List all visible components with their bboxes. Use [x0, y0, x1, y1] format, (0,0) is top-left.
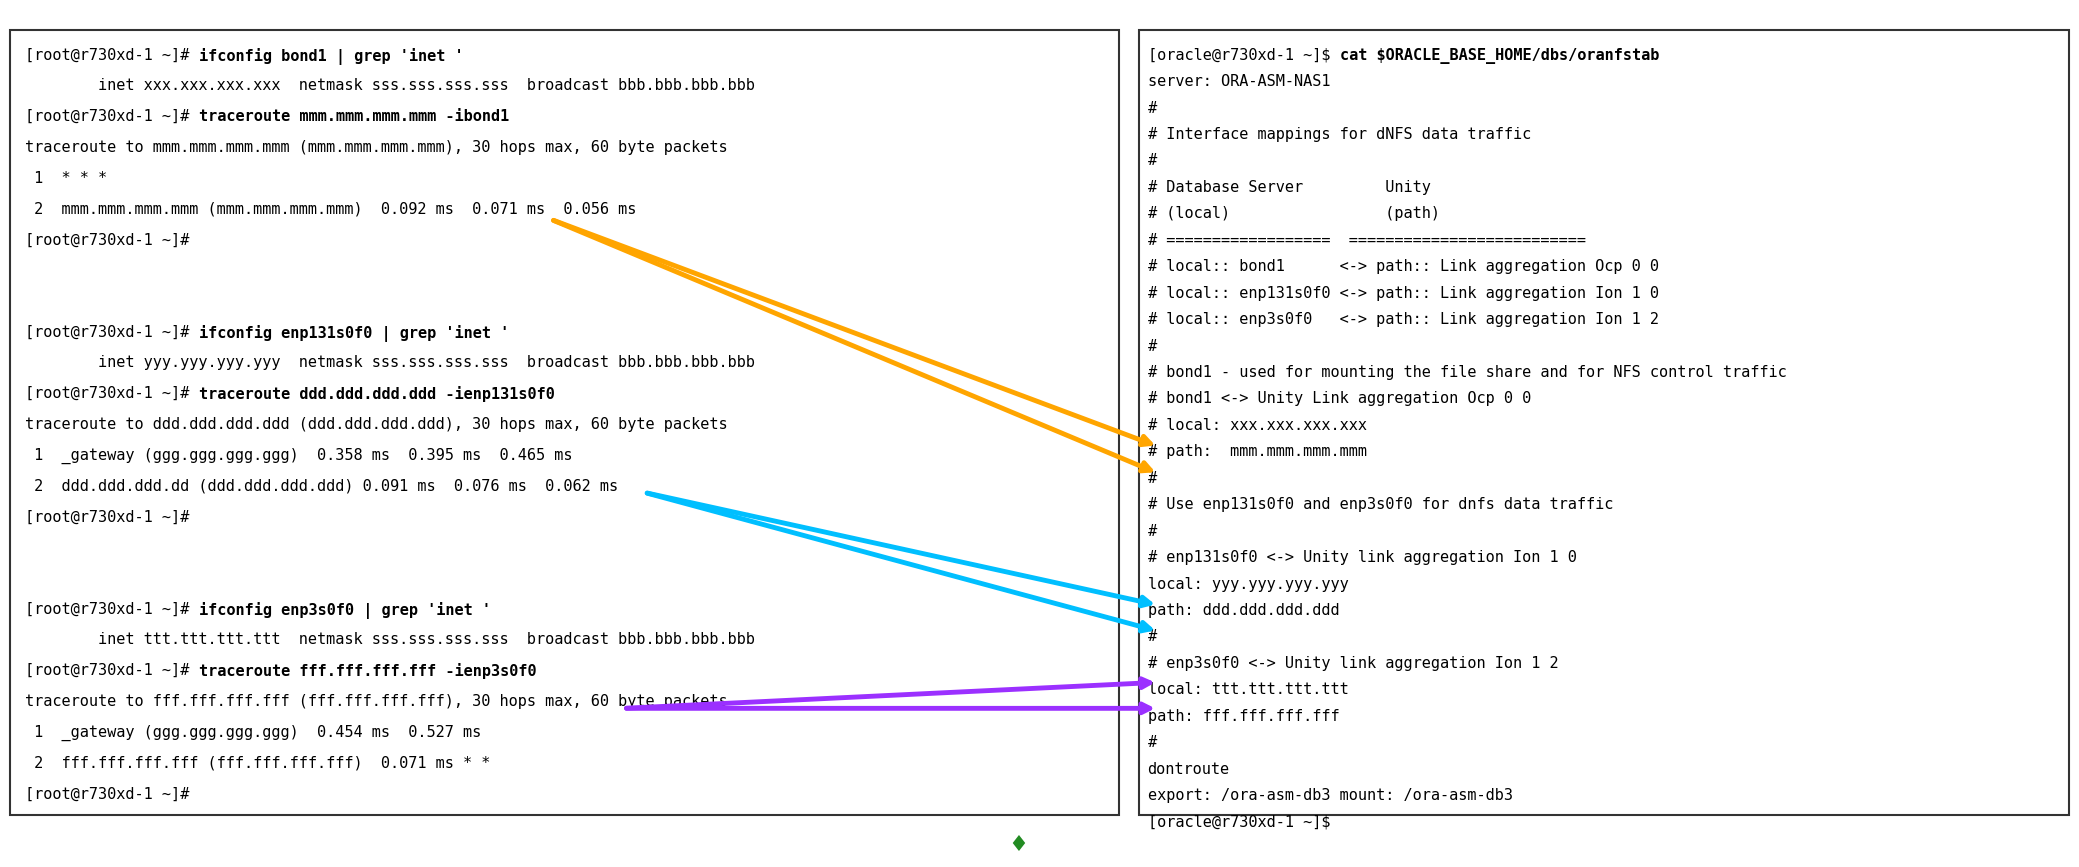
Text: ♦: ♦	[1008, 835, 1029, 856]
Text: #: #	[1148, 153, 1156, 168]
Text: # (local)                 (path): # (local) (path)	[1148, 206, 1439, 221]
Text: traceroute ddd.ddd.ddd.ddd -ienp131s0f0: traceroute ddd.ddd.ddd.ddd -ienp131s0f0	[200, 386, 555, 402]
Text: inet ttt.ttt.ttt.ttt  netmask sss.sss.sss.sss  broadcast bbb.bbb.bbb.bbb: inet ttt.ttt.ttt.ttt netmask sss.sss.sss…	[25, 632, 755, 648]
Text: [root@r730xd-1 ~]#: [root@r730xd-1 ~]#	[25, 324, 198, 340]
Text: 2  mmm.mmm.mmm.mmm (mmm.mmm.mmm.mmm)  0.092 ms  0.071 ms  0.056 ms: 2 mmm.mmm.mmm.mmm (mmm.mmm.mmm.mmm) 0.09…	[25, 201, 636, 217]
Text: ifconfig enp131s0f0 | grep 'inet ': ifconfig enp131s0f0 | grep 'inet '	[200, 324, 509, 342]
Text: inet yyy.yyy.yyy.yyy  netmask sss.sss.sss.sss  broadcast bbb.bbb.bbb.bbb: inet yyy.yyy.yyy.yyy netmask sss.sss.sss…	[25, 355, 755, 370]
Text: # local:: bond1      <-> path:: Link aggregation Ocp 0 0: # local:: bond1 <-> path:: Link aggregat…	[1148, 259, 1659, 274]
Text: path: ddd.ddd.ddd.ddd: path: ddd.ddd.ddd.ddd	[1148, 603, 1339, 618]
Text: 1  _gateway (ggg.ggg.ggg.ggg)  0.454 ms  0.527 ms: 1 _gateway (ggg.ggg.ggg.ggg) 0.454 ms 0.…	[25, 725, 480, 741]
Text: export: /ora-asm-db3 mount: /ora-asm-db3: export: /ora-asm-db3 mount: /ora-asm-db3	[1148, 788, 1514, 803]
Text: local: ttt.ttt.ttt.ttt: local: ttt.ttt.ttt.ttt	[1148, 682, 1349, 697]
Text: # local:: enp3s0f0   <-> path:: Link aggregation Ion 1 2: # local:: enp3s0f0 <-> path:: Link aggre…	[1148, 312, 1659, 327]
Text: # Interface mappings for dNFS data traffic: # Interface mappings for dNFS data traff…	[1148, 127, 1530, 142]
Text: [root@r730xd-1 ~]#: [root@r730xd-1 ~]#	[25, 232, 189, 247]
Text: local: yyy.yyy.yyy.yyy: local: yyy.yyy.yyy.yyy	[1148, 577, 1349, 591]
Text: # local: xxx.xxx.xxx.xxx: # local: xxx.xxx.xxx.xxx	[1148, 418, 1366, 433]
Text: traceroute to fff.fff.fff.fff (fff.fff.fff.fff), 30 hops max, 60 byte packets: traceroute to fff.fff.fff.fff (fff.fff.f…	[25, 694, 728, 709]
Text: # enp131s0f0 <-> Unity link aggregation Ion 1 0: # enp131s0f0 <-> Unity link aggregation …	[1148, 550, 1576, 565]
Text: inet xxx.xxx.xxx.xxx  netmask sss.sss.sss.sss  broadcast bbb.bbb.bbb.bbb: inet xxx.xxx.xxx.xxx netmask sss.sss.sss…	[25, 79, 755, 94]
Text: server: ORA-ASM-NAS1: server: ORA-ASM-NAS1	[1148, 75, 1331, 89]
Text: # ==================  ==========================: # ================== ===================…	[1148, 232, 1586, 248]
Text: ifconfig bond1 | grep 'inet ': ifconfig bond1 | grep 'inet '	[200, 48, 464, 65]
Text: 1  * * *: 1 * * *	[25, 171, 108, 186]
Text: #: #	[1148, 338, 1156, 354]
Text: [oracle@r730xd-1 ~]$: [oracle@r730xd-1 ~]$	[1148, 814, 1331, 830]
Text: 1  _gateway (ggg.ggg.ggg.ggg)  0.358 ms  0.395 ms  0.465 ms: 1 _gateway (ggg.ggg.ggg.ggg) 0.358 ms 0.…	[25, 447, 572, 464]
Text: 2  ddd.ddd.ddd.dd (ddd.ddd.ddd.ddd) 0.091 ms  0.076 ms  0.062 ms: 2 ddd.ddd.ddd.dd (ddd.ddd.ddd.ddd) 0.091…	[25, 479, 617, 493]
Text: # path:  mmm.mmm.mmm.mmm: # path: mmm.mmm.mmm.mmm	[1148, 444, 1366, 460]
Text: traceroute to mmm.mmm.mmm.mmm (mmm.mmm.mmm.mmm), 30 hops max, 60 byte packets: traceroute to mmm.mmm.mmm.mmm (mmm.mmm.m…	[25, 140, 728, 155]
Text: [root@r730xd-1 ~]#: [root@r730xd-1 ~]#	[25, 509, 189, 525]
Text: # enp3s0f0 <-> Unity link aggregation Ion 1 2: # enp3s0f0 <-> Unity link aggregation Io…	[1148, 655, 1559, 671]
Text: [root@r730xd-1 ~]#: [root@r730xd-1 ~]#	[25, 386, 198, 401]
Text: 2  fff.fff.fff.fff (fff.fff.fff.fff)  0.071 ms * *: 2 fff.fff.fff.fff (fff.fff.fff.fff) 0.07…	[25, 755, 491, 771]
Text: #: #	[1148, 524, 1156, 538]
Text: traceroute mmm.mmm.mmm.mmm -ibond1: traceroute mmm.mmm.mmm.mmm -ibond1	[200, 109, 509, 124]
Bar	[1139, 30, 2069, 815]
Text: #: #	[1148, 735, 1156, 750]
Text: ifconfig enp3s0f0 | grep 'inet ': ifconfig enp3s0f0 | grep 'inet '	[200, 602, 491, 619]
Text: [root@r730xd-1 ~]#: [root@r730xd-1 ~]#	[25, 786, 189, 801]
Text: traceroute fff.fff.fff.fff -ienp3s0f0: traceroute fff.fff.fff.fff -ienp3s0f0	[200, 663, 536, 679]
Text: cat $ORACLE_BASE_HOME/dbs/oranfstab: cat $ORACLE_BASE_HOME/dbs/oranfstab	[1341, 48, 1659, 63]
Text: # bond1 <-> Unity Link aggregation Ocp 0 0: # bond1 <-> Unity Link aggregation Ocp 0…	[1148, 391, 1530, 407]
Text: #: #	[1148, 471, 1156, 486]
Text: [root@r730xd-1 ~]#: [root@r730xd-1 ~]#	[25, 663, 198, 678]
Text: # bond1 - used for mounting the file share and for NFS control traffic: # bond1 - used for mounting the file sha…	[1148, 365, 1786, 380]
Text: path: fff.fff.fff.fff: path: fff.fff.fff.fff	[1148, 708, 1339, 724]
Text: traceroute to ddd.ddd.ddd.ddd (ddd.ddd.ddd.ddd), 30 hops max, 60 byte packets: traceroute to ddd.ddd.ddd.ddd (ddd.ddd.d…	[25, 417, 728, 432]
Text: #: #	[1148, 629, 1156, 644]
Text: #: #	[1148, 101, 1156, 115]
Text: [oracle@r730xd-1 ~]$: [oracle@r730xd-1 ~]$	[1148, 48, 1339, 62]
Text: [root@r730xd-1 ~]#: [root@r730xd-1 ~]#	[25, 48, 198, 62]
Text: # local:: enp131s0f0 <-> path:: Link aggregation Ion 1 0: # local:: enp131s0f0 <-> path:: Link agg…	[1148, 285, 1659, 301]
Text: [root@r730xd-1 ~]#: [root@r730xd-1 ~]#	[25, 602, 198, 616]
Bar	[10, 30, 1119, 815]
Text: # Database Server         Unity: # Database Server Unity	[1148, 180, 1430, 195]
Text: # Use enp131s0f0 and enp3s0f0 for dnfs data traffic: # Use enp131s0f0 and enp3s0f0 for dnfs d…	[1148, 497, 1613, 512]
Text: [root@r730xd-1 ~]#: [root@r730xd-1 ~]#	[25, 109, 198, 124]
Text: dontroute: dontroute	[1148, 761, 1231, 777]
